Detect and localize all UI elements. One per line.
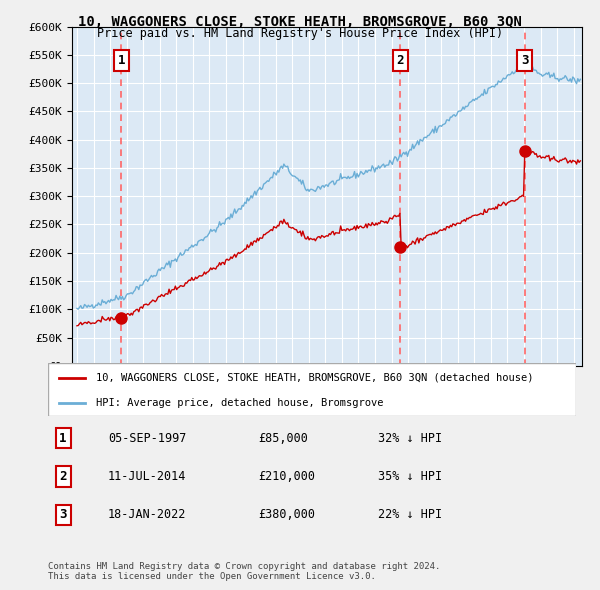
Text: 1: 1	[59, 431, 67, 445]
Text: Contains HM Land Registry data © Crown copyright and database right 2024.
This d: Contains HM Land Registry data © Crown c…	[48, 562, 440, 581]
Text: Price paid vs. HM Land Registry's House Price Index (HPI): Price paid vs. HM Land Registry's House …	[97, 27, 503, 40]
Text: 3: 3	[521, 54, 529, 67]
Text: 2: 2	[59, 470, 67, 483]
Text: 11-JUL-2014: 11-JUL-2014	[108, 470, 187, 483]
Text: £380,000: £380,000	[258, 508, 315, 522]
Text: HPI: Average price, detached house, Bromsgrove: HPI: Average price, detached house, Brom…	[95, 398, 383, 408]
Text: 3: 3	[59, 508, 67, 522]
Text: 18-JAN-2022: 18-JAN-2022	[108, 508, 187, 522]
Text: £210,000: £210,000	[258, 470, 315, 483]
Text: 1: 1	[118, 54, 125, 67]
Text: 2: 2	[397, 54, 404, 67]
Text: 10, WAGGONERS CLOSE, STOKE HEATH, BROMSGROVE, B60 3QN: 10, WAGGONERS CLOSE, STOKE HEATH, BROMSG…	[78, 15, 522, 29]
Text: 35% ↓ HPI: 35% ↓ HPI	[378, 470, 442, 483]
FancyBboxPatch shape	[48, 363, 576, 416]
Text: 10, WAGGONERS CLOSE, STOKE HEATH, BROMSGROVE, B60 3QN (detached house): 10, WAGGONERS CLOSE, STOKE HEATH, BROMSG…	[95, 373, 533, 383]
Text: £85,000: £85,000	[258, 431, 308, 445]
Text: 22% ↓ HPI: 22% ↓ HPI	[378, 508, 442, 522]
Text: 05-SEP-1997: 05-SEP-1997	[108, 431, 187, 445]
Text: 32% ↓ HPI: 32% ↓ HPI	[378, 431, 442, 445]
